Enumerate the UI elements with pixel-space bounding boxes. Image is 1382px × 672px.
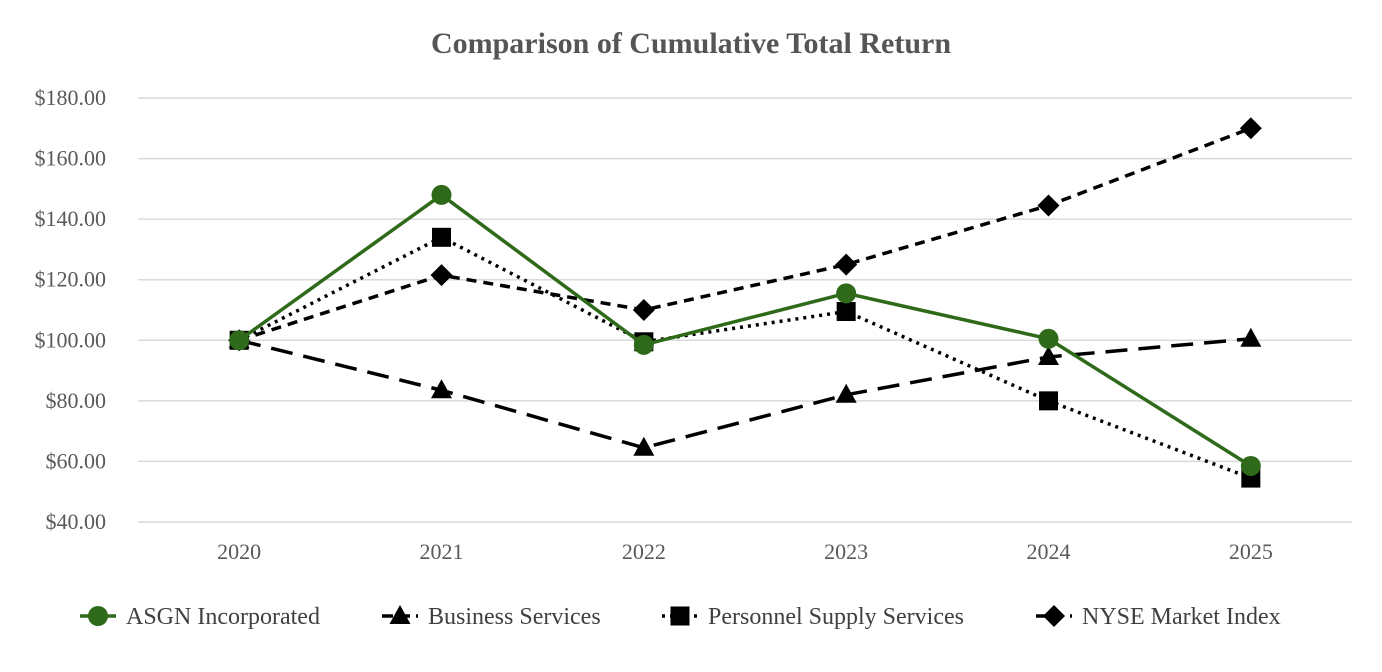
data-point [432,227,451,247]
series-business-services [228,327,1262,456]
y-tick-label: $40.00 [46,509,107,534]
legend-label: Personnel Supply Services [708,604,964,630]
data-point [1240,455,1261,476]
data-point [632,299,655,321]
legend-label: NYSE Market Index [1082,604,1281,630]
data-point [1039,391,1058,411]
y-tick-label: $180.00 [35,85,107,110]
y-tick-label: $160.00 [35,146,107,171]
series-line [238,235,1252,480]
y-tick-label: $100.00 [35,327,107,352]
data-point [229,330,250,351]
data-point [1037,194,1060,217]
legend-item: NYSE Market Index [1036,604,1281,630]
x-tick-label: 2024 [1027,539,1071,564]
legend-item: Personnel Supply Services [662,604,964,630]
y-tick-label: $60.00 [46,448,107,473]
legend: ASGN Incorporated Business Services Person… [80,604,1281,630]
series-personnel-supply-services [229,227,1261,488]
legend-marker [389,605,411,624]
data-point [835,253,858,276]
series-line [238,193,1252,468]
legend-marker [1043,605,1065,627]
data-point [431,184,452,205]
x-tick-label: 2025 [1229,539,1273,564]
series-nyse-market-index [228,117,1262,352]
legend-item: Business Services [382,604,601,630]
legend-marker [88,606,108,626]
data-point [836,283,857,304]
x-axis-ticks: 2020 2021 2022 2023 2024 2025 [217,539,1273,564]
x-tick-label: 2021 [420,539,464,564]
series-line [238,126,1252,342]
data-point [1038,328,1059,349]
series-lines [228,117,1262,488]
data-point [1240,327,1262,347]
y-tick-label: $140.00 [35,206,107,231]
chart-title: Comparison of Cumulative Total Return [431,27,951,60]
legend-label: ASGN Incorporated [126,604,320,630]
data-point [633,334,654,355]
legend-marker [670,606,690,626]
data-point [1239,117,1262,140]
x-tick-label: 2020 [217,539,261,564]
legend-item: ASGN Incorporated [80,604,320,630]
data-point [836,302,856,322]
data-point [430,264,453,287]
y-tick-label: $120.00 [35,267,107,292]
x-tick-label: 2023 [824,539,868,564]
data-point [633,436,655,456]
data-point [1038,345,1059,365]
x-tick-label: 2022 [622,539,666,564]
data-point [835,383,857,403]
y-tick-label: $80.00 [46,388,107,413]
series-asgn-incorporated [229,184,1261,476]
legend-label: Business Services [428,604,601,630]
data-point [431,379,452,399]
gridlines [138,97,1352,523]
series-line [238,337,1251,450]
y-axis-ticks: $40.00 $60.00 $80.00 $100.00 $120.00 $140.00 $… [35,85,107,534]
